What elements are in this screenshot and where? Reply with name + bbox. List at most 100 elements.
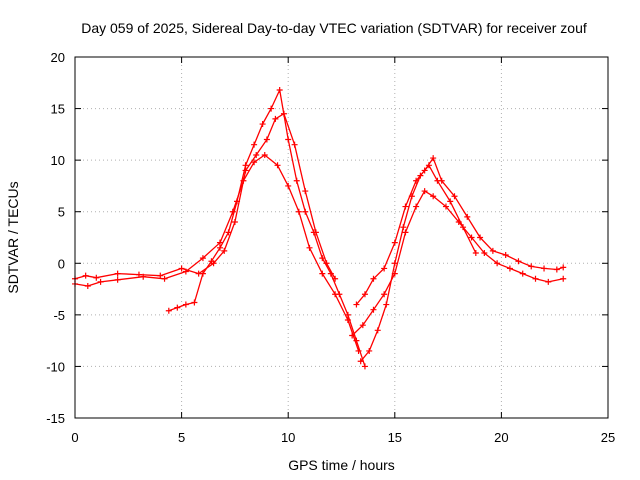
data-point-plus-marker [140,273,147,280]
data-point-plus-marker [263,136,270,143]
data-point-plus-marker [359,322,366,329]
data-point-plus-marker [430,193,437,200]
y-tick-label: -15 [46,411,65,426]
x-tick-label: 5 [178,430,185,445]
x-tick-label: 25 [601,430,615,445]
data-point-plus-marker [383,301,390,308]
data-point-plus-marker [353,337,360,344]
data-point-plus-marker [468,234,475,241]
y-tick-label: 5 [58,205,65,220]
data-point-plus-marker [417,172,424,179]
data-point-plus-marker [302,188,309,195]
data-point-plus-marker [84,282,91,289]
y-tick-label: -5 [53,308,65,323]
data-point-plus-marker [285,182,292,189]
data-point-plus-marker [506,265,513,272]
data-point-plus-marker [528,263,535,270]
data-point-plus-marker [306,244,313,251]
series-trace-5 [349,188,567,339]
data-point-plus-marker [199,255,206,262]
data-point-plus-marker [319,270,326,277]
data-point-plus-marker [391,260,398,267]
data-point-plus-marker [545,278,552,285]
data-point-plus-marker [460,224,467,231]
data-point-plus-marker [216,244,223,251]
data-point-plus-marker [560,264,567,271]
data-point-plus-marker [242,167,249,174]
data-point-plus-marker [182,268,189,275]
data-point-plus-marker [502,252,509,259]
series-trace-2 [72,151,362,354]
series-trace-line [74,113,336,280]
x-tick-label: 20 [494,430,508,445]
data-point-plus-marker [97,278,104,285]
y-tick-label: 0 [58,256,65,271]
data-point-plus-marker [472,249,479,256]
data-point-plus-marker [481,249,488,256]
data-point-plus-marker [361,363,368,370]
data-point-plus-marker [285,136,292,143]
data-point-plus-marker [114,276,121,283]
data-point-plus-marker [421,188,428,195]
data-point-plus-marker [114,270,121,277]
data-point-plus-marker [259,121,266,128]
data-point-plus-marker [408,193,415,200]
data-point-plus-marker [274,162,281,169]
x-tick-label: 0 [71,430,78,445]
data-point-plus-marker [208,258,215,265]
data-point-plus-marker [374,327,381,334]
data-point-plus-marker [234,198,241,205]
data-point-plus-marker [302,208,309,215]
data-point-plus-marker [366,347,373,354]
data-point-plus-marker [251,159,258,166]
data-point-plus-marker [157,272,164,279]
data-point-plus-marker [174,304,181,311]
data-point-plus-marker [425,162,432,169]
data-point-plus-marker [442,203,449,210]
data-point-plus-marker [199,270,206,277]
series-trace-4 [353,155,567,308]
data-point-plus-marker [349,332,356,339]
grid-lines [75,57,608,418]
data-point-plus-marker [532,275,539,282]
data-point-plus-marker [161,275,168,282]
data-point-plus-marker [191,299,198,306]
series-trace-line [168,89,366,368]
data-point-plus-marker [477,234,484,241]
data-point-plus-marker [464,213,471,220]
x-axis-label: GPS time / hours [288,457,395,473]
data-point-plus-marker [494,260,501,267]
data-point-plus-marker [319,255,326,262]
data-point-plus-marker [430,155,437,162]
data-point-plus-marker [272,115,279,122]
data-point-plus-marker [400,224,407,231]
data-point-plus-marker [370,275,377,282]
data-point-plus-marker [225,229,232,236]
data-point-plus-marker [336,291,343,298]
data-point-plus-marker [344,311,351,318]
data-point-plus-marker [242,162,249,169]
data-point-plus-marker [560,275,567,282]
data-point-plus-marker [251,141,258,148]
x-tick-label: 10 [281,430,295,445]
data-point-plus-marker [353,301,360,308]
data-point-plus-marker [413,203,420,210]
data-point-plus-marker [327,270,334,277]
y-tick-label: -10 [46,359,65,374]
data-point-plus-marker [391,239,398,246]
series-trace-line [355,157,564,306]
data-point-plus-marker [357,358,364,365]
data-point-plus-marker [434,177,441,184]
data-series-group [72,87,567,370]
data-point-plus-marker [216,239,223,246]
series-trace-1 [72,110,339,282]
data-point-plus-marker [447,198,454,205]
data-point-plus-marker [361,291,368,298]
y-tick-label: 15 [51,102,65,117]
plot-frame [74,56,609,419]
data-point-plus-marker [553,266,560,273]
data-point-plus-marker [381,265,388,272]
data-point-plus-marker [293,177,300,184]
y-tick-label: 20 [51,50,65,65]
data-point-plus-marker [182,301,189,308]
